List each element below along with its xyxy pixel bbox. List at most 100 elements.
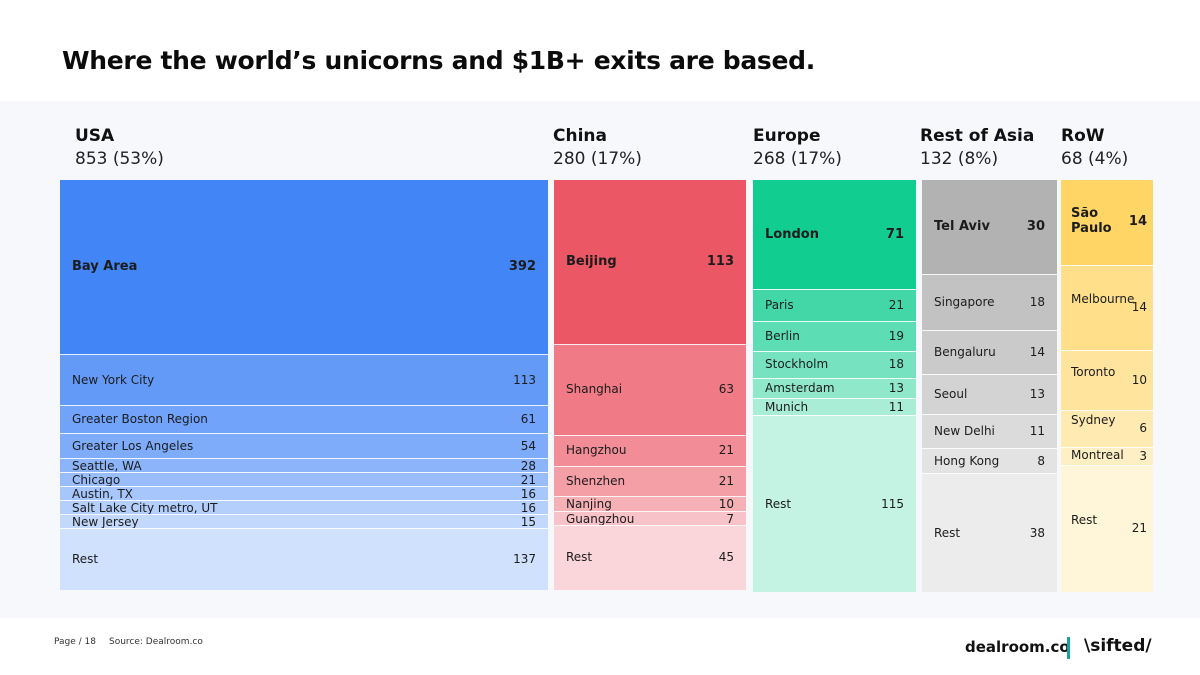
column-header-usa: USA 853 (53%): [75, 126, 164, 172]
treemap-cell-new-delhi: New Delhi 11: [922, 414, 1057, 449]
column-name: USA: [75, 126, 115, 146]
cell-label: Greater Boston Region: [72, 412, 208, 427]
cell-value: 18: [888, 357, 904, 372]
cell-label: Singapore: [934, 294, 995, 309]
cell-value: 21: [888, 298, 904, 313]
cell-value: 21: [718, 443, 734, 458]
cell-label: São Paulo: [1071, 206, 1112, 237]
page-number: Page / 18: [54, 637, 96, 647]
column-total: 853 (53%): [75, 149, 164, 169]
column-name: Europe: [753, 126, 821, 146]
cell-label: Chicago: [72, 473, 121, 488]
cell-value: 30: [1026, 218, 1045, 234]
treemap-cell-seoul: Seoul 13: [922, 373, 1057, 415]
cell-label: Rest: [72, 552, 99, 567]
cell-value: 15: [520, 515, 536, 530]
cell-value: 16: [520, 501, 536, 516]
cell-value: 61: [520, 412, 536, 427]
column-total: 68 (4%): [1061, 149, 1129, 169]
treemap-cell-nanjing: Nanjing 10: [554, 496, 746, 511]
cell-value: 6: [1139, 421, 1147, 436]
logo-divider: [1067, 637, 1070, 659]
cell-label: Seoul: [934, 386, 968, 401]
column-header-row: RoW 68 (4%): [1061, 126, 1128, 172]
column-total: 268 (17%): [753, 149, 842, 169]
cell-value: 113: [706, 253, 734, 269]
cell-value: 113: [513, 372, 536, 387]
treemap-cell-rest: Rest 21: [1061, 464, 1153, 592]
treemap-cell-bay-area: Bay Area 392: [60, 180, 548, 355]
cell-label: Rest: [1071, 513, 1098, 528]
treemap-column-rest_of_asia: Tel Aviv 30 Singapore 18 Bengaluru 14 Seoul 13 N…: [922, 180, 1057, 592]
cell-value: 10: [1131, 372, 1147, 387]
cell-value: 18: [1029, 294, 1045, 309]
cell-label: Rest: [934, 525, 961, 540]
column-name: Rest of Asia: [920, 126, 1035, 146]
cell-label: Montreal: [1071, 447, 1124, 462]
dealroom-logo: dealroom.co: [965, 638, 1070, 656]
treemap-cell-chicago: Chicago 21: [60, 472, 548, 488]
cell-label: Stockholm: [765, 357, 829, 372]
treemap-cell-bengaluru: Bengaluru 14: [922, 329, 1057, 374]
treemap-column-china: Beijing 113 Shanghai 63 Hangzhou 21 Shenzhen 21…: [554, 180, 746, 590]
treemap-cell-sydney: Sydney 6: [1061, 410, 1153, 447]
treemap-cell-paris: Paris 21: [753, 289, 916, 322]
cell-value: 10: [718, 497, 734, 512]
treemap-cell-toronto: Toronto 10: [1061, 349, 1153, 411]
treemap-column-usa: Bay Area 392 New York City 113 Greater Bosto…: [60, 180, 548, 590]
treemap-cell-guangzhou: Guangzhou 7: [554, 510, 746, 526]
cell-value: 63: [718, 382, 734, 397]
treemap-cell-beijing: Beijing 113: [554, 180, 746, 344]
source-note: Source: Dealroom.co: [109, 637, 203, 647]
cell-label: Rest: [765, 496, 792, 511]
treemap-cell-amsterdam: Amsterdam 13: [753, 378, 916, 399]
treemap-column-row: São Paulo 14 Melbourne 14 Toronto 10 Sydney 6 Mo…: [1061, 180, 1153, 592]
treemap-cell-montreal: Montreal 3: [1061, 446, 1153, 465]
cell-value: 13: [1029, 386, 1045, 401]
cell-label: Bengaluru: [934, 344, 996, 359]
cell-label: Munich: [765, 399, 809, 414]
treemap-cell-greater-los-angeles: Greater Los Angeles 54: [60, 433, 548, 459]
cell-label: Paris: [765, 298, 794, 313]
cell-label: Salt Lake City metro, UT: [72, 501, 218, 516]
cell-label: Hangzhou: [566, 443, 627, 458]
treemap-cell-salt-lake-city-metro-ut: Salt Lake City metro, UT 16: [60, 500, 548, 516]
cell-value: 14: [1131, 300, 1147, 315]
column-total: 132 (8%): [920, 149, 999, 169]
cell-value: 7: [726, 511, 734, 526]
column-name: China: [553, 126, 607, 146]
treemap-cell-new-york-city: New York City 113: [60, 354, 548, 406]
cell-label: Berlin: [765, 329, 800, 344]
treemap-cell-greater-boston-region: Greater Boston Region 61: [60, 405, 548, 434]
cell-label: New York City: [72, 372, 155, 387]
cell-value: 19: [888, 329, 904, 344]
cell-label: Hong Kong: [934, 453, 1000, 468]
cell-value: 11: [1029, 424, 1045, 439]
treemap-cell-rest: Rest 45: [554, 524, 746, 590]
treemap-cell-rest: Rest 115: [753, 415, 916, 592]
cell-value: 45: [718, 550, 734, 565]
column-total: 280 (17%): [553, 149, 642, 169]
cell-label: New Delhi: [934, 424, 995, 439]
cell-label: Beijing: [566, 253, 617, 269]
cell-label: Nanjing: [566, 497, 612, 512]
treemap-cell-rest: Rest 137: [60, 528, 548, 590]
column-header-rest-of-asia: Rest of Asia 132 (8%): [920, 126, 1034, 172]
treemap-cell-seattle-wa: Seattle, WA 28: [60, 458, 548, 474]
cell-label: Tel Aviv: [934, 218, 990, 234]
cell-value: 54: [520, 438, 536, 453]
cell-label: Sydney: [1071, 413, 1116, 428]
cell-value: 3: [1139, 448, 1147, 463]
treemap-cell-london: London 71: [753, 180, 916, 290]
cell-value: 38: [1029, 525, 1045, 540]
treemap-cell-berlin: Berlin 19: [753, 321, 916, 351]
cell-label: London: [765, 226, 819, 242]
cell-label: Greater Los Angeles: [72, 438, 194, 453]
cell-label: Toronto: [1071, 364, 1116, 379]
treemap-column-europe: London 71 Paris 21 Berlin 19 Stockholm 18 Amster…: [753, 180, 916, 592]
cell-label: Melbourne: [1071, 292, 1135, 307]
cell-label: Seattle, WA: [72, 459, 142, 474]
treemap-cell-shenzhen: Shenzhen 21: [554, 465, 746, 497]
cell-value: 137: [513, 552, 536, 567]
treemap-cell-hong-kong: Hong Kong 8: [922, 448, 1057, 474]
